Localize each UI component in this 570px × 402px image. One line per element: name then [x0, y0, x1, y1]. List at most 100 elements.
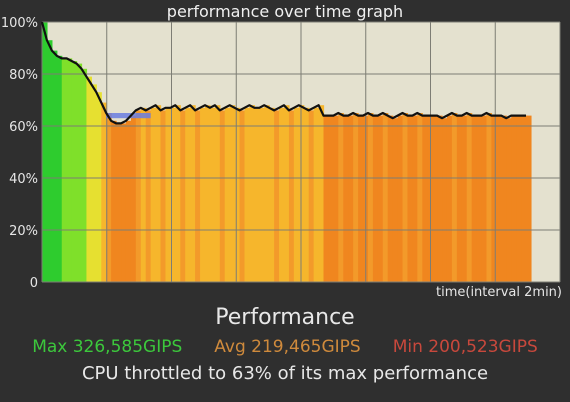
perf-bar [367, 113, 374, 282]
perf-bar [392, 118, 399, 282]
perf-bar [422, 115, 428, 282]
perf-bar [274, 110, 280, 283]
perf-bar [140, 107, 147, 282]
perf-bar [407, 115, 414, 282]
perf-bar [501, 115, 507, 282]
max-stat: Max 326,585GIPS [32, 337, 183, 357]
perf-bar [471, 115, 478, 282]
perf-bar [101, 102, 107, 282]
throttle-band [106, 113, 151, 119]
perf-bar [466, 113, 473, 282]
perf-bar [313, 107, 320, 282]
perf-bar [81, 68, 88, 282]
perf-bar [160, 110, 167, 283]
perf-bar [293, 107, 300, 282]
perf-bar [506, 118, 512, 282]
perf-bar [279, 107, 285, 282]
perf-bar [353, 113, 359, 282]
perf-bar [86, 76, 92, 282]
perf-bar [481, 115, 488, 282]
grid [41, 21, 561, 283]
perf-bar [229, 105, 236, 282]
perf-bar [204, 105, 211, 282]
performance-line [40, 21, 526, 125]
perf-bar [264, 105, 270, 282]
perf-bar [442, 118, 448, 282]
perf-bar [269, 107, 275, 282]
perf-bar [343, 115, 349, 282]
perf-bar [397, 115, 404, 282]
perf-bar [526, 115, 532, 282]
perf-bar [486, 113, 493, 282]
perf-bar [511, 115, 517, 282]
perf-bar [76, 63, 83, 282]
performance-heading: Performance [215, 305, 355, 330]
perf-bar [116, 123, 122, 283]
perf-bar [155, 105, 162, 282]
perf-bar [200, 107, 206, 282]
perf-bar [190, 105, 196, 282]
perf-bar [254, 107, 260, 282]
y-tick-label: 0 [30, 276, 38, 291]
perf-bar [288, 110, 295, 283]
perf-bar [175, 105, 181, 282]
perf-bar [46, 40, 53, 283]
min-stat: Min 200,523GIPS [392, 337, 538, 357]
perf-bar [318, 105, 325, 282]
y-tick-label: 40% [9, 172, 38, 187]
perf-bar [61, 58, 68, 283]
perf-bar [185, 107, 191, 282]
perf-bar [417, 113, 423, 282]
perf-bar [96, 92, 102, 282]
perf-bar [180, 110, 186, 283]
performance-bars [42, 22, 532, 283]
perf-bar [195, 110, 201, 283]
throttle-message: CPU throttled to 63% of its max performa… [81, 363, 489, 384]
perf-bar [106, 113, 112, 282]
perf-bar [111, 120, 117, 282]
perf-bar [432, 115, 438, 282]
stats-row: Max 326,585GIPS Avg 219,465GIPS Min 200,… [0, 337, 570, 357]
perf-bar [259, 107, 265, 282]
perf-bar [377, 115, 384, 282]
perf-bar [338, 113, 344, 282]
chart-title: performance over time graph [166, 2, 404, 21]
y-tick-label: 60% [9, 120, 38, 135]
perf-bar [214, 105, 221, 282]
perf-bar [348, 115, 354, 282]
perf-bar [91, 84, 97, 283]
perf-bar [130, 115, 137, 282]
perf-bar [437, 115, 443, 282]
perf-bar [121, 123, 127, 283]
y-tick-label: 80% [9, 68, 38, 83]
perf-bar [284, 105, 290, 282]
perf-bar [135, 110, 142, 283]
perf-bar [328, 115, 334, 282]
perf-bar [491, 115, 497, 282]
perf-bar [234, 107, 241, 282]
perf-bar [42, 22, 48, 282]
perf-bar [298, 105, 305, 282]
perf-bar [66, 58, 73, 283]
perf-bar [456, 115, 463, 282]
plot-area [40, 21, 561, 283]
y-tick-label: 100% [1, 16, 38, 31]
y-tick-label: 20% [9, 224, 38, 239]
perf-bar [521, 115, 527, 282]
perf-bar [249, 105, 255, 282]
perf-bar [224, 107, 231, 282]
perf-bar [209, 107, 216, 282]
perf-bar [323, 115, 330, 282]
perf-bar [402, 113, 409, 282]
perf-bar [451, 113, 458, 282]
perf-bar [150, 107, 157, 282]
perf-bar [71, 61, 78, 282]
perf-bar [446, 115, 453, 282]
perf-bar [165, 107, 172, 282]
perf-bar [461, 115, 468, 282]
perf-bar [387, 115, 394, 282]
avg-stat: Avg 219,465GIPS [214, 337, 361, 357]
performance-chart: 0 20% 40% 60% 80% 100% [1, 16, 561, 291]
perf-bar [382, 113, 389, 282]
perf-bar [516, 115, 522, 282]
